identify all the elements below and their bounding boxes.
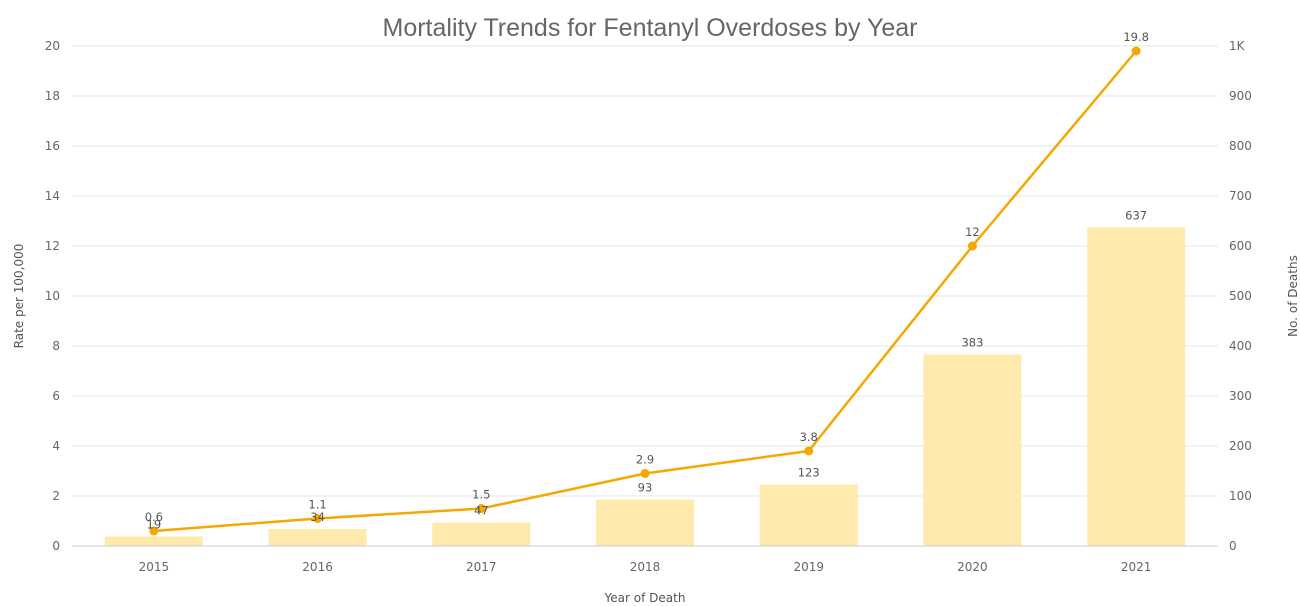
bar[interactable]: [596, 499, 694, 547]
x-tick-label: 2017: [466, 560, 497, 574]
y-tick-left: 12: [45, 239, 60, 253]
line-point[interactable]: [149, 526, 159, 536]
line-point[interactable]: [804, 446, 814, 456]
y-tick-right: 600: [1229, 239, 1252, 253]
bar-value-label: 19: [147, 518, 162, 532]
bar[interactable]: [432, 522, 531, 547]
line-value-label: 19.8: [1123, 30, 1149, 44]
bar[interactable]: [1087, 227, 1186, 547]
axes: 0 0 2 100 4 200 6 300 8 400 10 500 12 600 14 700 16 800 18…: [45, 39, 1252, 574]
line-value-label: 2.9: [636, 453, 654, 467]
bar[interactable]: [759, 484, 858, 547]
bar[interactable]: [104, 536, 203, 547]
y-tick-left: 20: [45, 39, 60, 53]
y-tick-left: 16: [45, 139, 60, 153]
y-tick-left: 2: [52, 489, 60, 503]
x-tick-label: 2018: [630, 560, 661, 574]
y-tick-right: 300: [1229, 389, 1252, 403]
y-tick-left: 0: [52, 539, 60, 553]
line-value-label: 12: [965, 225, 980, 239]
line-value-label: 0.6: [145, 510, 163, 524]
bar[interactable]: [923, 354, 1022, 547]
y-axis-title-left: Rate per 100,000: [12, 244, 26, 349]
data-labels: 19 34 47 93 123 383 637 0.6 1.1 1.5 2.9 3.8 12 19.8: [145, 30, 1149, 532]
bar-value-label: 47: [474, 504, 489, 518]
x-tick-label: 2021: [1121, 560, 1152, 574]
y-tick-left: 4: [52, 439, 60, 453]
bar-value-label: 123: [798, 466, 820, 480]
y-tick-right: 500: [1229, 289, 1252, 303]
y-tick-right: 800: [1229, 139, 1252, 153]
y-tick-left: 14: [45, 189, 60, 203]
y-tick-left: 18: [45, 89, 60, 103]
line-point[interactable]: [476, 504, 486, 513]
bar-value-label: 34: [310, 510, 325, 524]
bar-series: [104, 227, 1186, 547]
chart-title: Mortality Trends for Fentanyl Overdoses …: [382, 14, 918, 42]
line-value-label: 1.5: [472, 488, 490, 502]
line-point[interactable]: [1131, 46, 1141, 56]
y-tick-right: 200: [1229, 439, 1252, 453]
line-point[interactable]: [640, 469, 650, 478]
x-tick-label: 2020: [957, 560, 988, 574]
line-value-label: 1.1: [308, 498, 326, 512]
x-tick-label: 2015: [139, 560, 170, 574]
y-tick-right: 700: [1229, 189, 1252, 203]
y-tick-right: 400: [1229, 339, 1252, 353]
line-point[interactable]: [313, 514, 323, 523]
y-tick-right: 900: [1229, 89, 1252, 103]
y-tick-left: 6: [52, 389, 60, 403]
y-tick-right: 1K: [1229, 39, 1246, 53]
bar[interactable]: [268, 529, 367, 546]
y-tick-left: 10: [45, 289, 60, 303]
y-axis-title-right: No. of Deaths: [1286, 255, 1300, 337]
y-tick-left: 8: [52, 339, 60, 353]
line-point[interactable]: [967, 241, 977, 251]
x-axis-title: Year of Death: [604, 591, 686, 605]
x-tick-label: 2019: [793, 560, 824, 574]
bar-value-label: 93: [638, 481, 653, 495]
y-tick-right: 100: [1229, 489, 1252, 503]
line-value-label: 3.8: [800, 430, 818, 444]
y-tick-right: 0: [1229, 539, 1237, 553]
bar-value-label: 637: [1125, 209, 1147, 223]
bar-value-label: 383: [961, 336, 983, 350]
x-tick-label: 2016: [302, 560, 333, 574]
line-series: [149, 46, 1141, 536]
gridlines: [72, 45, 1218, 497]
